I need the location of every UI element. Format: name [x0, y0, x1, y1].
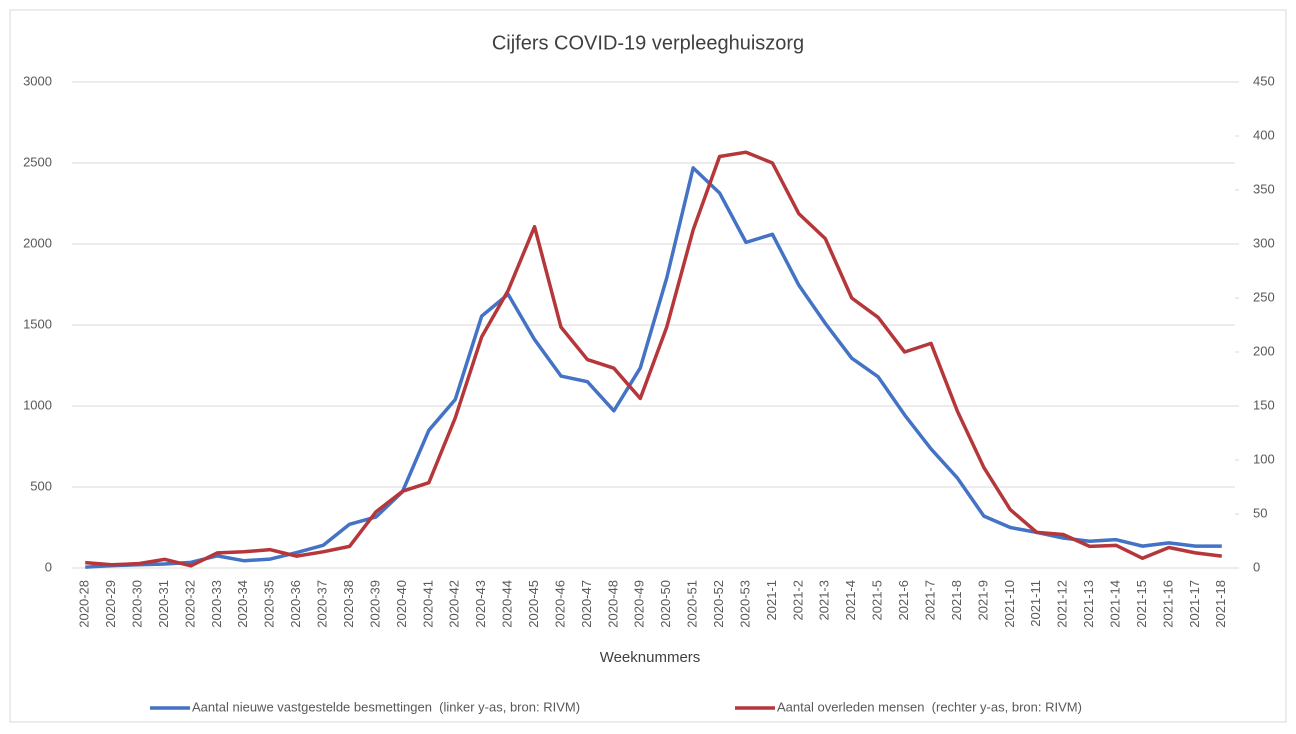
x-tick-label: 2021-3 — [817, 580, 832, 620]
x-tick-label: 2021-5 — [870, 580, 885, 620]
x-tick-label: 2020-40 — [394, 580, 409, 628]
x-tick-label: 2020-38 — [341, 580, 356, 628]
y-tick-label: 3000 — [23, 73, 52, 88]
x-tick-label: 2020-45 — [526, 580, 541, 628]
x-tick-label: 2021-7 — [922, 580, 937, 620]
x-tick-label: 2021-2 — [790, 580, 805, 620]
x-tick-label: 2020-43 — [473, 580, 488, 628]
x-tick-label: 2020-31 — [156, 580, 171, 628]
y2-tick-label: 50 — [1253, 505, 1267, 520]
x-tick-label: 2020-29 — [103, 580, 118, 628]
y-tick-label: 0 — [45, 559, 52, 574]
series-line — [85, 166, 1222, 569]
x-tick-label: 2020-41 — [420, 580, 435, 628]
x-tick-label: 2021-1 — [764, 580, 779, 620]
x-tick-label: 2020-47 — [579, 580, 594, 628]
x-tick-label: 2020-52 — [711, 580, 726, 628]
x-tick-label: 2021-11 — [1028, 580, 1043, 627]
x-tick-label: 2020-53 — [737, 580, 752, 628]
x-tick-label: 2020-50 — [658, 580, 673, 628]
x-tick-label: 2021-8 — [949, 580, 964, 620]
x-tick-label: 2021-6 — [896, 580, 911, 620]
x-tick-label: 2021-16 — [1160, 580, 1175, 628]
x-tick-label: 2020-39 — [367, 580, 382, 628]
y-tick-label: 1000 — [23, 397, 52, 412]
y2-tick-label: 400 — [1253, 127, 1275, 142]
y2-tick-label: 200 — [1253, 343, 1275, 358]
x-tick-label: 2020-48 — [605, 580, 620, 628]
legend-label: Aantal overleden mensen (rechter y-as, b… — [777, 699, 1082, 714]
x-tick-label: 2020-34 — [235, 580, 250, 628]
x-tick-label: 2021-4 — [843, 580, 858, 620]
x-tick-label: 2021-13 — [1081, 580, 1096, 628]
y2-tick-label: 350 — [1253, 181, 1275, 196]
x-tick-label: 2020-44 — [500, 580, 515, 628]
x-tick-label: 2020-30 — [130, 580, 145, 628]
x-tick-label: 2021-17 — [1187, 580, 1202, 628]
y2-tick-label: 100 — [1253, 451, 1275, 466]
chart-title: Cijfers COVID-19 verpleeghuiszorg — [492, 32, 804, 54]
x-tick-label: 2020-36 — [288, 580, 303, 628]
x-tick-label: 2021-18 — [1213, 580, 1228, 628]
y2-tick-label: 250 — [1253, 289, 1275, 304]
y-tick-label: 2500 — [23, 154, 52, 169]
x-tick-label: 2020-46 — [552, 580, 567, 628]
x-tick-label: 2021-9 — [975, 580, 990, 620]
x-tick-label: 2021-14 — [1107, 580, 1122, 628]
y2-tick-label: 0 — [1253, 559, 1260, 574]
x-tick-label: 2020-35 — [262, 580, 277, 628]
x-tick-label: 2020-49 — [632, 580, 647, 628]
x-tick-label: 2020-33 — [209, 580, 224, 628]
chart-frame — [9, 9, 1287, 723]
y-tick-label: 500 — [30, 478, 52, 493]
x-tick-label: 2021-12 — [1055, 580, 1070, 628]
x-tick-label: 2020-42 — [447, 580, 462, 628]
y2-tick-label: 450 — [1253, 73, 1275, 88]
y-tick-label: 1500 — [23, 316, 52, 331]
x-tick-label: 2020-51 — [685, 580, 700, 628]
x-tick-label: 2020-32 — [182, 580, 197, 628]
y-tick-label: 2000 — [23, 235, 52, 250]
series-line — [85, 150, 1222, 568]
x-tick-label: 2020-28 — [77, 580, 92, 628]
y2-tick-label: 150 — [1253, 397, 1275, 412]
x-tick-label: 2020-37 — [315, 580, 330, 628]
x-tick-label: 2021-10 — [1002, 580, 1017, 628]
y2-tick-label: 300 — [1253, 235, 1275, 250]
legend-label: Aantal nieuwe vastgestelde besmettingen … — [192, 699, 580, 714]
x-tick-label: 2021-15 — [1134, 580, 1149, 628]
x-axis-label: Weeknummers — [600, 649, 701, 666]
